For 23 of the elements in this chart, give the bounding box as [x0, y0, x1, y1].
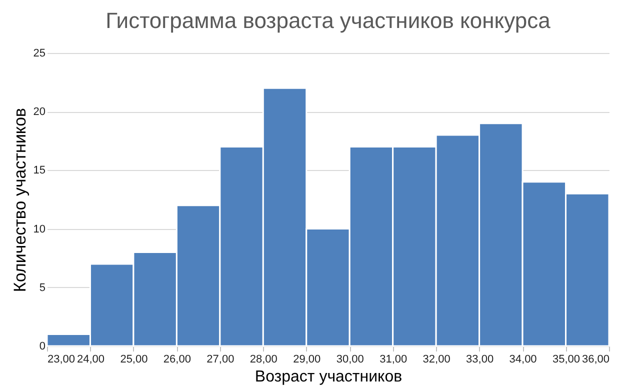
y-tick-label: 15 — [33, 164, 46, 177]
y-tick-label: 10 — [33, 223, 46, 236]
x-tick-label: 26,00 — [163, 354, 191, 366]
x-tick-label: 24,00 — [76, 354, 104, 366]
y-tick-label: 25 — [33, 48, 46, 60]
y-tick-label: 0 — [39, 340, 46, 352]
x-axis-title: Возраст участников — [254, 368, 402, 386]
x-tick-label: 33,00 — [466, 354, 494, 366]
x-tick-label: 30,00 — [336, 354, 364, 366]
x-tick-label: 31,00 — [380, 354, 408, 366]
x-tick-label: 27,00 — [206, 354, 234, 366]
x-tick-label: 28,00 — [250, 354, 278, 366]
x-tick-label: 35,00 — [552, 354, 580, 366]
x-tick-label: 36,00 — [582, 354, 610, 366]
x-tick-label: 25,00 — [120, 354, 148, 366]
x-tick-label: 34,00 — [509, 354, 537, 366]
x-tick-label: 32,00 — [422, 354, 450, 366]
x-tick-label: 29,00 — [293, 354, 321, 366]
y-tick-label: 20 — [33, 106, 46, 118]
y-axis-title: Количество участников — [10, 108, 30, 292]
chart-title: Гистограмма возраста участников конкурса — [106, 8, 552, 33]
x-tick-label: 23,00 — [48, 354, 76, 366]
y-tick-label: 5 — [39, 282, 46, 294]
